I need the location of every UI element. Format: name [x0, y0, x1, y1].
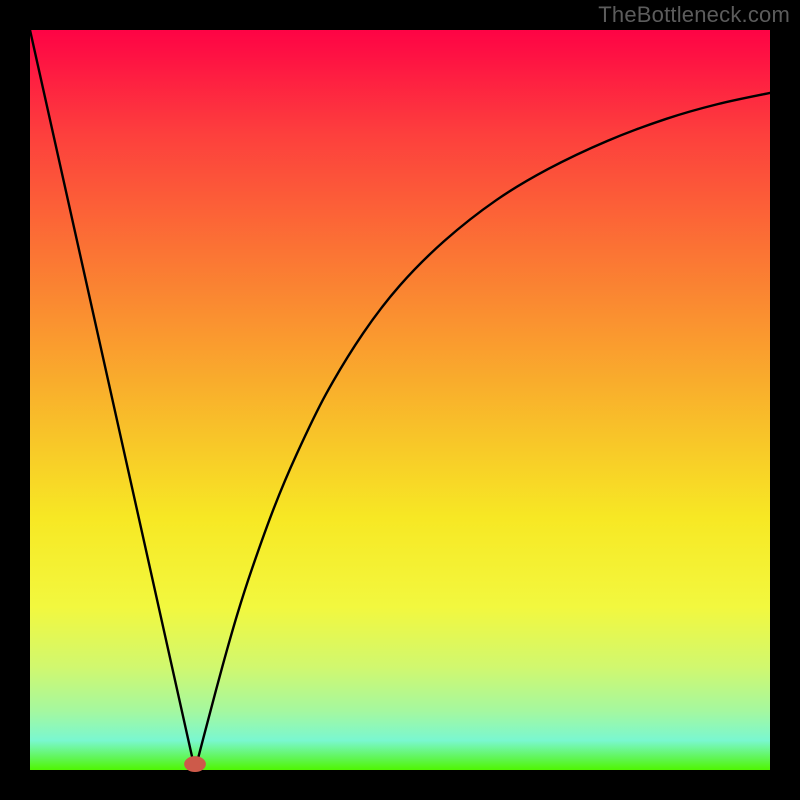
watermark-text: TheBottleneck.com: [598, 2, 790, 28]
bottleneck-chart: [0, 0, 800, 800]
canvas: TheBottleneck.com: [0, 0, 800, 800]
optimum-marker: [185, 757, 206, 772]
plot-background: [30, 30, 770, 770]
